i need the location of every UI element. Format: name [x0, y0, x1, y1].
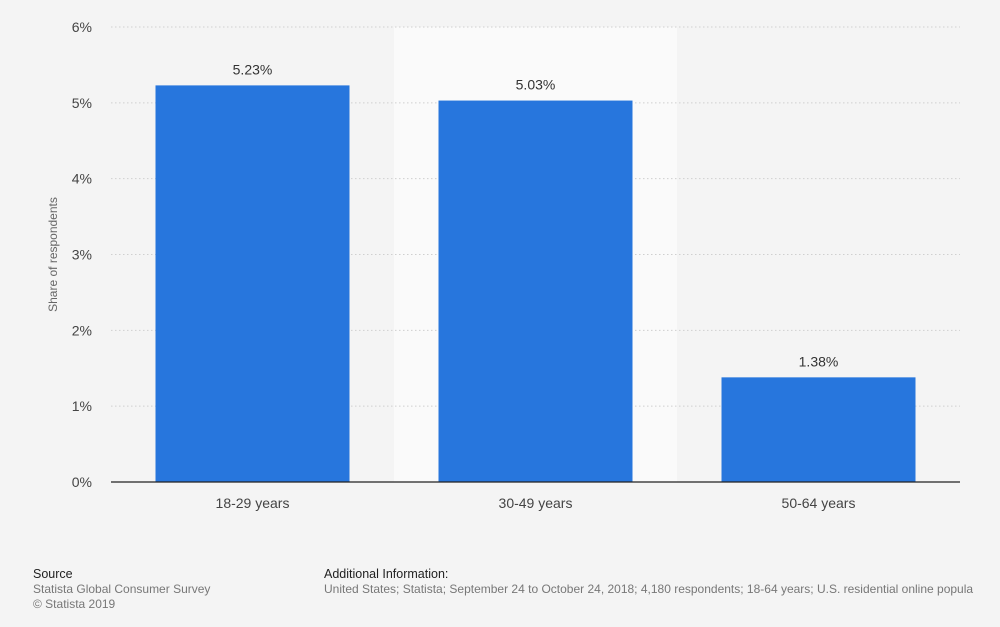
additional-info-heading: Additional Information: — [324, 567, 449, 581]
source-heading: Source — [33, 567, 73, 581]
y-tick-label: 4% — [72, 171, 92, 187]
y-axis-title: Share of respondents — [46, 197, 60, 312]
bar[interactable] — [721, 377, 916, 482]
x-tick-label: 50-64 years — [782, 495, 856, 511]
y-tick-label: 2% — [72, 322, 92, 338]
data-label: 5.23% — [233, 61, 273, 77]
y-tick-label: 5% — [72, 95, 92, 111]
copyright-line: © Statista 2019 — [33, 597, 116, 611]
x-tick-label: 30-49 years — [499, 495, 573, 511]
y-tick-label: 0% — [72, 474, 92, 490]
bar[interactable] — [438, 100, 633, 482]
bar-chart: 0% 1% 2% 3% 4% 5% 6% 5.23% 18-29 years 5.03% 30-49… — [46, 19, 960, 511]
additional-info-text: United States; Statista; September 24 to… — [324, 582, 974, 596]
label-layer: 0% 1% 2% 3% 4% 5% 6% 5.23% 18-29 years 5.03% 30-49… — [46, 19, 855, 511]
x-tick-label: 18-29 years — [216, 495, 290, 511]
source-line[interactable]: Statista Global Consumer Survey — [33, 582, 211, 596]
y-tick-label: 1% — [72, 398, 92, 414]
bar-layer — [155, 85, 916, 483]
data-label: 1.38% — [799, 353, 839, 369]
y-tick-label: 6% — [72, 19, 92, 35]
bar[interactable] — [155, 85, 350, 483]
data-label: 5.03% — [516, 77, 556, 93]
source-block: Source Statista Global Consumer Survey ©… — [33, 567, 210, 612]
additional-info-block: Additional Information: United States; S… — [324, 567, 1000, 597]
y-tick-label: 3% — [72, 247, 92, 263]
